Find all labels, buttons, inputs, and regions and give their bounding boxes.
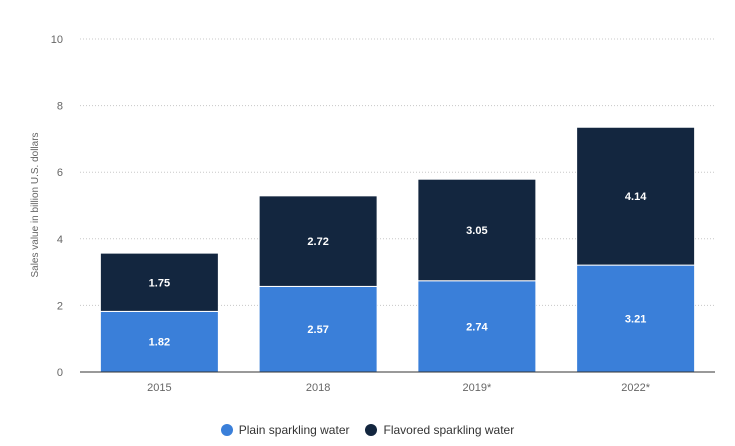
axes: 0 2 4 6 8 10 2015 2018 2019* 2022* (51, 34, 715, 394)
data-label: 3.21 (625, 314, 646, 326)
data-label: 2.72 (307, 236, 328, 248)
bar-flavored-2018 (258, 195, 378, 287)
y-tick-label: 10 (51, 34, 63, 46)
data-label: 3.05 (466, 225, 487, 237)
y-axis-title: Sales value in billion U.S. dollars (30, 132, 41, 277)
legend-swatch (220, 424, 233, 436)
data-label: 1.82 (149, 337, 170, 349)
y-tick-label: 2 (57, 300, 63, 312)
data-label: 4.14 (625, 191, 647, 203)
x-tick-label: 2015 (147, 382, 171, 394)
data-label: 2.74 (466, 321, 488, 333)
y-tick-label: 0 (57, 367, 63, 379)
bar-flavored-2015 (99, 252, 219, 312)
legend-label: Plain sparkling water (238, 423, 350, 437)
bar-plain-2022 (576, 264, 696, 373)
x-tick-label: 2022* (621, 382, 650, 394)
data-label: 2.57 (307, 324, 328, 336)
legend-item-plain[interactable]: Plain sparkling water (220, 423, 350, 437)
bars: 1.82 1.75 2.57 2.72 2.74 3.05 3.21 4.14 (99, 126, 696, 373)
legend: Plain sparkling water Flavored sparkling … (0, 420, 735, 440)
bar-plain-2015 (99, 310, 219, 373)
bar-plain-2018 (258, 285, 378, 373)
y-tick-label: 8 (57, 101, 63, 113)
x-tick-label: 2018 (306, 382, 330, 394)
y-tick-label: 4 (57, 234, 63, 246)
stacked-bar-chart: 1.82 1.75 2.57 2.72 2.74 3.05 3.21 4.14 0 2 4 6 8 10… (30, 34, 715, 394)
legend-item-flavored[interactable]: Flavored sparkling water (365, 423, 514, 437)
legend-label: Flavored sparkling water (383, 423, 515, 437)
y-tick-label: 6 (57, 167, 63, 179)
bar-flavored-2022 (576, 126, 696, 266)
bar-flavored-2019 (417, 178, 537, 282)
data-label: 1.75 (149, 277, 170, 289)
x-tick-label: 2019* (462, 382, 491, 394)
legend-swatch (365, 424, 378, 436)
